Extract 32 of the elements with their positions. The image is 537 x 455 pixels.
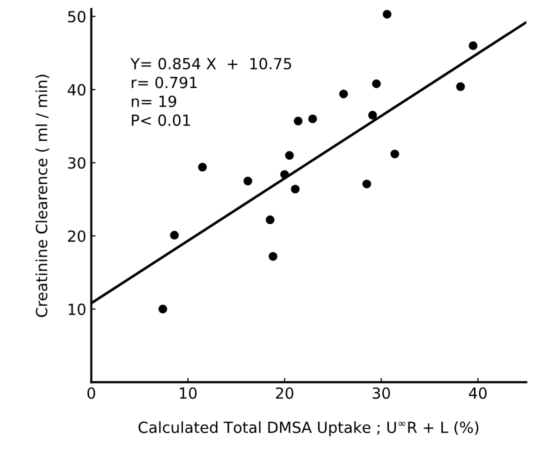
point — [290, 184, 300, 194]
point — [468, 41, 478, 50]
point — [170, 230, 179, 240]
point — [372, 79, 381, 88]
point — [456, 82, 465, 92]
y-axis-title: Creatinine Clearence ( ml / min) — [36, 74, 50, 317]
y-tick-label: 20 — [68, 230, 86, 242]
point — [158, 304, 168, 314]
point — [368, 110, 377, 120]
point — [280, 170, 289, 179]
point — [198, 162, 207, 172]
y-tick-label: 10 — [68, 304, 86, 316]
point — [362, 180, 372, 188]
point — [382, 10, 392, 19]
x-axis-title: Calculated Total DMSA Uptake ; U$^{∞}$R + L (%) — [138, 421, 478, 436]
annotation: Y= 0.854 X + 10.75 r= 0.791 n= 19 P< 0.01 — [130, 58, 292, 126]
y-tick-label: 50 — [68, 10, 86, 22]
point — [268, 252, 278, 261]
point — [390, 150, 400, 158]
x-tick-label: 40 — [468, 387, 487, 399]
point — [266, 215, 274, 224]
x-tick-label: 0 — [87, 387, 96, 399]
point — [244, 176, 252, 186]
y-tick-label: 30 — [68, 157, 86, 169]
point — [339, 90, 348, 98]
point — [308, 114, 318, 124]
x-tick-label: 20 — [276, 387, 294, 399]
y-tick-label: 40 — [68, 84, 86, 96]
point — [294, 116, 303, 126]
x-tick-label: 10 — [180, 387, 197, 399]
x-tick-label: 30 — [372, 387, 390, 399]
point — [285, 151, 294, 160]
